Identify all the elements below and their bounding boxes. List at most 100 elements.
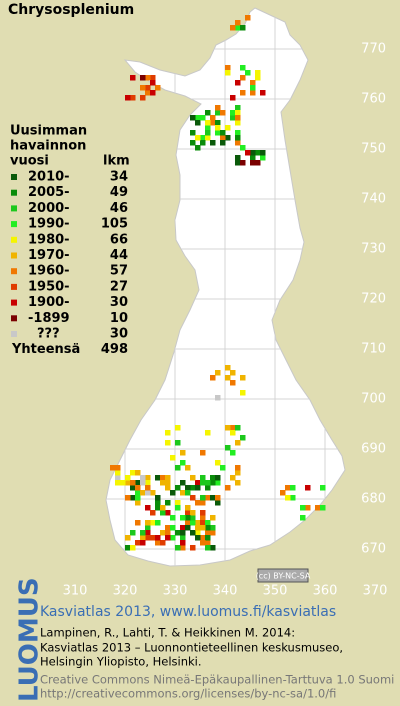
observation bbox=[255, 70, 261, 76]
observation bbox=[235, 25, 241, 31]
observation bbox=[230, 25, 236, 31]
observation bbox=[300, 505, 306, 511]
observation bbox=[130, 495, 136, 501]
observation bbox=[235, 120, 241, 126]
observation bbox=[190, 485, 196, 491]
observation bbox=[195, 480, 201, 486]
observation bbox=[125, 480, 131, 486]
observation bbox=[145, 485, 151, 491]
total-count: 498 bbox=[101, 342, 128, 357]
observation bbox=[175, 440, 181, 446]
observation bbox=[315, 505, 321, 511]
observation bbox=[200, 525, 206, 531]
observation bbox=[140, 530, 146, 536]
y-label: 670 bbox=[361, 542, 386, 557]
legend: Uusimman havainnon vuosi lkm 2010- 34 2005… bbox=[10, 124, 130, 358]
legend-count: 10 bbox=[110, 311, 128, 326]
observation bbox=[145, 475, 151, 481]
observation bbox=[205, 540, 211, 546]
total-label: Yhteensä bbox=[11, 342, 80, 357]
observation bbox=[160, 540, 166, 546]
observation bbox=[135, 495, 141, 501]
legend-swatch bbox=[11, 299, 17, 306]
observation bbox=[165, 475, 171, 481]
observation bbox=[140, 480, 146, 486]
observation bbox=[160, 480, 166, 486]
observation bbox=[180, 515, 186, 521]
observation bbox=[255, 150, 261, 156]
license: http://creativecommons.org/licenses/by-n… bbox=[40, 687, 336, 701]
observation bbox=[205, 430, 211, 436]
observation bbox=[175, 500, 181, 506]
title: Chrysosplenium bbox=[8, 2, 134, 18]
observation bbox=[210, 120, 216, 126]
observation bbox=[200, 115, 206, 121]
legend-count: 105 bbox=[101, 217, 128, 232]
observation bbox=[165, 510, 171, 516]
observation bbox=[145, 75, 151, 81]
observation bbox=[175, 465, 181, 471]
observation bbox=[185, 515, 191, 521]
legend-label: 2010- bbox=[28, 170, 70, 185]
observation bbox=[145, 490, 151, 496]
observation bbox=[145, 90, 151, 96]
observation bbox=[140, 85, 146, 91]
y-label: 720 bbox=[361, 292, 386, 307]
citation: Helsingin Yliopisto, Helsinki. bbox=[40, 655, 202, 669]
observation bbox=[200, 520, 206, 526]
observation bbox=[225, 425, 231, 431]
observation bbox=[165, 500, 171, 506]
observation bbox=[185, 510, 191, 516]
observation bbox=[130, 545, 136, 551]
y-label: 730 bbox=[361, 242, 386, 257]
observation bbox=[125, 475, 131, 481]
observation bbox=[235, 135, 241, 141]
observation bbox=[230, 450, 236, 456]
logo: LUOMUS bbox=[15, 577, 45, 702]
observation bbox=[320, 485, 326, 491]
observation bbox=[155, 495, 161, 501]
observation bbox=[240, 390, 246, 396]
observation bbox=[190, 530, 196, 536]
observation bbox=[235, 130, 241, 136]
observation bbox=[130, 75, 136, 81]
observation bbox=[160, 510, 166, 516]
observation bbox=[115, 465, 121, 471]
observation bbox=[150, 75, 156, 81]
observation bbox=[125, 495, 131, 501]
observation bbox=[215, 395, 221, 401]
observation bbox=[200, 140, 206, 146]
observation bbox=[160, 475, 166, 481]
observation bbox=[225, 445, 231, 451]
observation bbox=[195, 530, 201, 536]
observation bbox=[180, 450, 186, 456]
observation bbox=[230, 425, 236, 431]
observation bbox=[235, 425, 241, 431]
observation bbox=[240, 160, 246, 166]
observation bbox=[305, 485, 311, 491]
observation bbox=[145, 525, 151, 531]
legend-swatch bbox=[11, 268, 17, 275]
observation bbox=[185, 485, 191, 491]
observation bbox=[210, 530, 216, 536]
observation bbox=[165, 430, 171, 436]
observation bbox=[150, 80, 156, 86]
observation bbox=[155, 540, 161, 546]
x-label: 310 bbox=[63, 584, 88, 599]
observation bbox=[235, 105, 241, 111]
observation bbox=[300, 515, 306, 521]
observation bbox=[285, 495, 291, 501]
observation bbox=[230, 95, 236, 101]
observation bbox=[230, 430, 236, 436]
observation bbox=[210, 495, 216, 501]
citation: Lampinen, R., Lahti, T. & Heikkinen M. 2… bbox=[40, 626, 295, 640]
legend-swatch bbox=[11, 189, 17, 196]
observation bbox=[175, 425, 181, 431]
observation bbox=[185, 525, 191, 531]
legend-swatch bbox=[11, 221, 17, 228]
legend-header: Uusimman bbox=[10, 124, 87, 139]
observation bbox=[155, 505, 161, 511]
legend-swatch bbox=[11, 174, 17, 180]
observation bbox=[220, 140, 226, 146]
